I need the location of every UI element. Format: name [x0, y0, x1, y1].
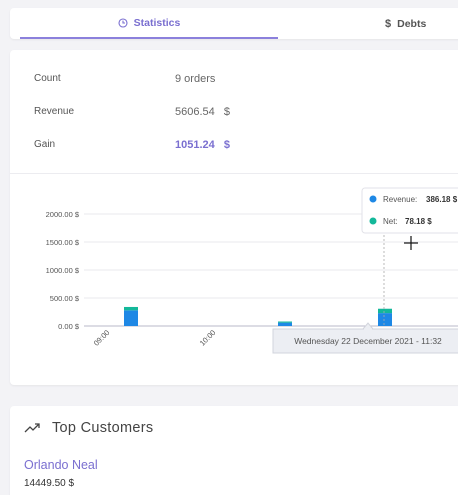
tooltip-label: Net: — [383, 217, 398, 226]
tabs-bar: Statistics $ Debts — [10, 8, 458, 39]
tab-debts-label: Debts — [397, 17, 427, 30]
stat-revenue-label: Revenue — [34, 106, 75, 117]
y-tick-label: 2000.00 $ — [46, 210, 80, 219]
top-customers-title: Top Customers — [52, 420, 154, 436]
y-tick-label: 0.00 $ — [58, 322, 80, 331]
stat-count-value: 9 orders — [175, 73, 216, 85]
tooltip-value: 78.18 $ — [405, 217, 432, 226]
tooltip-label: Revenue: — [383, 195, 417, 204]
clock-icon — [118, 17, 128, 28]
dollar-icon: $ — [385, 17, 392, 30]
bar-net — [124, 306, 138, 311]
y-tick-label: 1500.00 $ — [46, 238, 80, 247]
stat-count: Count 9 orders — [34, 73, 215, 85]
trending-up-icon — [24, 422, 40, 434]
divider — [10, 173, 458, 174]
tooltip-dot — [369, 195, 377, 203]
date-label-box — [272, 328, 458, 354]
date-label-pointer-cover — [364, 328, 372, 330]
top-customers-card: Top Customers Orlando Neal 14449.50 $ — [10, 406, 458, 495]
stat-revenue: Revenue 5606.54 $ — [34, 106, 230, 118]
bar-revenue — [278, 322, 292, 326]
top-customers-header: Top Customers — [24, 420, 153, 436]
date-label: Wednesday 22 December 2021 - 11:32 — [294, 336, 442, 346]
tooltip-box — [361, 187, 458, 234]
tab-statistics-label: Statistics — [133, 16, 181, 29]
y-tick-label: 1000.00 $ — [46, 266, 80, 275]
x-tick-label: 09:00 — [92, 328, 112, 348]
stat-revenue-value: 5606.54 — [175, 106, 215, 118]
x-tick-label: 10:00 — [198, 328, 218, 348]
stat-gain-value: 1051.24 — [175, 139, 215, 151]
tooltip-dot — [369, 217, 377, 225]
stat-revenue-unit: $ — [223, 106, 230, 118]
tooltip-value: 386.18 $ — [426, 195, 458, 204]
bar-net — [378, 308, 392, 314]
sales-chart[interactable]: 0.00 $ 500.00 $ 1000.00 $ 1500.00 $ 2000.00 … — [10, 175, 458, 360]
tab-debts[interactable]: $ Debts — [385, 8, 426, 39]
customer-amount: 14449.50 $ — [24, 478, 75, 489]
bar-revenue — [124, 310, 138, 326]
y-tick-label: 500.00 $ — [50, 294, 80, 303]
bar-net — [278, 321, 292, 323]
customer-name[interactable]: Orlando Neal — [24, 458, 98, 472]
stat-count-label: Count — [34, 73, 61, 84]
stat-gain: Gain 1051.24 $ — [34, 139, 230, 151]
tab-statistics[interactable]: Statistics — [20, 8, 278, 39]
stat-gain-unit: $ — [223, 139, 230, 151]
stat-gain-label: Gain — [34, 139, 56, 150]
bar-revenue — [378, 313, 392, 326]
